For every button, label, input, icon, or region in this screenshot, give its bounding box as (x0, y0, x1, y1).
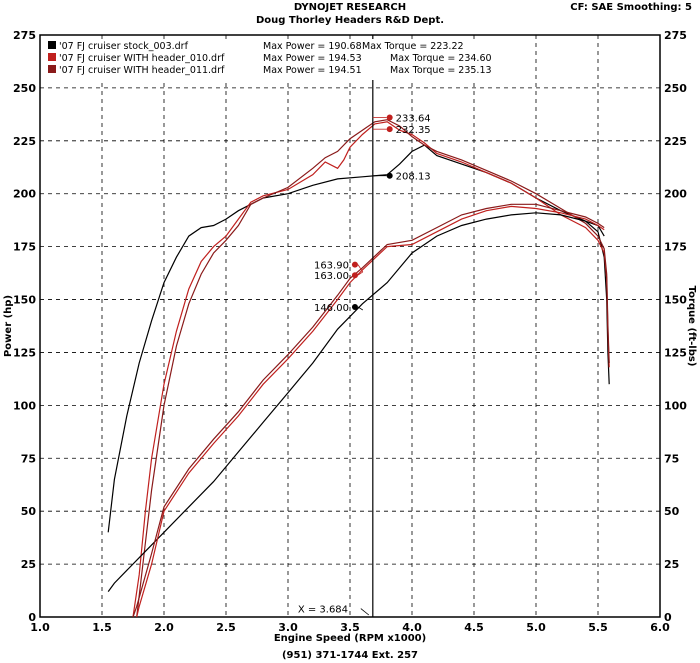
x-tick-label: 6.0 (650, 621, 670, 634)
y-tick-label-left: 125 (13, 346, 36, 359)
series-line (107, 144, 610, 533)
legend-swatch (48, 53, 56, 61)
legend-power: Max Power = 194.51 (263, 65, 362, 76)
series-line (132, 121, 610, 618)
y-tick-label-left: 150 (13, 294, 36, 307)
correction-settings: CF: SAE Smoothing: 5 (570, 2, 692, 13)
cursor-value-dot (386, 114, 393, 121)
y-axis-left-label: Power (hp) (3, 295, 14, 357)
chart-header-title: DYNOJET RESEARCH (293, 2, 407, 13)
series-line (107, 212, 605, 592)
cursor-value-label: 146.00 (314, 303, 349, 314)
x-tick-label: 3.0 (278, 621, 298, 634)
y-tick-label-left: 0 (28, 611, 36, 624)
legend-file: '07 FJ cruiser stock_003.drf (59, 41, 189, 52)
y-tick-label-right: 175 (664, 241, 687, 254)
x-tick-label: 1.0 (30, 621, 50, 634)
y-tick-label-left: 75 (21, 452, 36, 465)
y-tick-label-left: 100 (13, 399, 36, 412)
x-tick-label: 5.0 (526, 621, 546, 634)
y-tick-label-left: 175 (13, 241, 36, 254)
cursor-value-label: 163.90 (314, 261, 349, 272)
cursor-label-leader (360, 608, 370, 616)
cursor-value-dot (351, 261, 358, 268)
series-line (136, 205, 605, 618)
y-axis-right-label: Torque (ft-lbs) (686, 286, 697, 367)
cursor-value-dot (386, 172, 393, 179)
cursor-value-label: 208.13 (396, 172, 431, 183)
y-tick-label-right: 50 (664, 505, 680, 518)
cursor-value-label: 232.35 (396, 125, 431, 136)
legend-power: Max Power = 190.68 (263, 41, 362, 52)
footer-phone: (951) 371-1744 Ext. 257 (281, 650, 419, 661)
y-tick-label-right: 275 (664, 29, 687, 42)
y-tick-label-right: 150 (664, 294, 687, 307)
y-tick-label-right: 100 (664, 399, 687, 412)
cursor-value-leader (357, 271, 364, 276)
y-tick-label-left: 25 (21, 558, 36, 571)
legend-file: '07 FJ cruiser WITH header_011.drf (59, 65, 225, 76)
cursor-value-label: 163.00 (314, 271, 349, 282)
legend-background (45, 39, 475, 80)
legend-file: '07 FJ cruiser WITH header_010.drf (59, 53, 225, 64)
x-tick-label: 2.0 (154, 621, 174, 634)
legend-swatch (48, 41, 56, 49)
y-axis-left-ticks: 0 25 50 75 100 125 150 175 200 225 250 275 (13, 29, 36, 624)
x-tick-label: 5.5 (588, 621, 608, 634)
y-axis-right-ticks: 0 25 50 75 100 125 150 175 200 225 250 275 (664, 29, 687, 624)
cursor-value-leader (357, 306, 364, 311)
series-line (132, 203, 605, 618)
cursor-value-dot (351, 303, 358, 310)
x-tick-label: 1.5 (92, 621, 112, 634)
x-tick-label: 4.0 (402, 621, 422, 634)
y-tick-label-right: 250 (664, 82, 687, 95)
cursor-value-label: 233.64 (396, 114, 431, 125)
y-tick-label-left: 225 (13, 135, 36, 148)
series-lines (107, 119, 610, 618)
x-tick-label: 2.5 (216, 621, 236, 634)
y-tick-label-right: 225 (664, 135, 687, 148)
y-tick-label-left: 250 (13, 82, 36, 95)
y-tick-label-right: 25 (664, 558, 679, 571)
y-tick-label-left: 275 (13, 29, 36, 42)
legend: '07 FJ cruiser stock_003.drf Max Power = … (45, 39, 492, 80)
cursor-value-dot (386, 126, 393, 133)
series-line (136, 119, 610, 618)
chart-grid (40, 35, 660, 617)
x-tick-label: 4.5 (464, 621, 484, 634)
legend-torque: Max Torque = 223.22 (362, 41, 464, 52)
cursor-value-leader (357, 264, 364, 273)
legend-swatch (48, 65, 56, 73)
y-tick-label-right: 75 (664, 452, 679, 465)
y-tick-label-left: 50 (21, 505, 37, 518)
legend-torque: Max Torque = 235.13 (390, 65, 492, 76)
y-tick-label-left: 200 (13, 188, 36, 201)
y-tick-label-right: 200 (664, 188, 687, 201)
y-tick-label-right: 125 (664, 346, 687, 359)
cursor-x-label: X = 3.684 (298, 605, 348, 616)
x-tick-label: 3.5 (340, 621, 360, 634)
cursor-value-dot (351, 272, 358, 279)
x-axis-ticks: 1.0 1.5 2.0 2.5 3.0 3.5 4.0 4.5 5.0 5.5 6.0 (30, 621, 670, 634)
y-tick-label-right: 0 (664, 611, 672, 624)
plot-frame (39, 34, 661, 618)
chart-header-subtitle: Doug Thorley Headers R&D Dept. (255, 15, 445, 26)
legend-torque: Max Torque = 234.60 (390, 53, 492, 64)
legend-power: Max Power = 194.53 (263, 53, 362, 64)
x-axis-label: Engine Speed (RPM x1000) (274, 633, 426, 644)
